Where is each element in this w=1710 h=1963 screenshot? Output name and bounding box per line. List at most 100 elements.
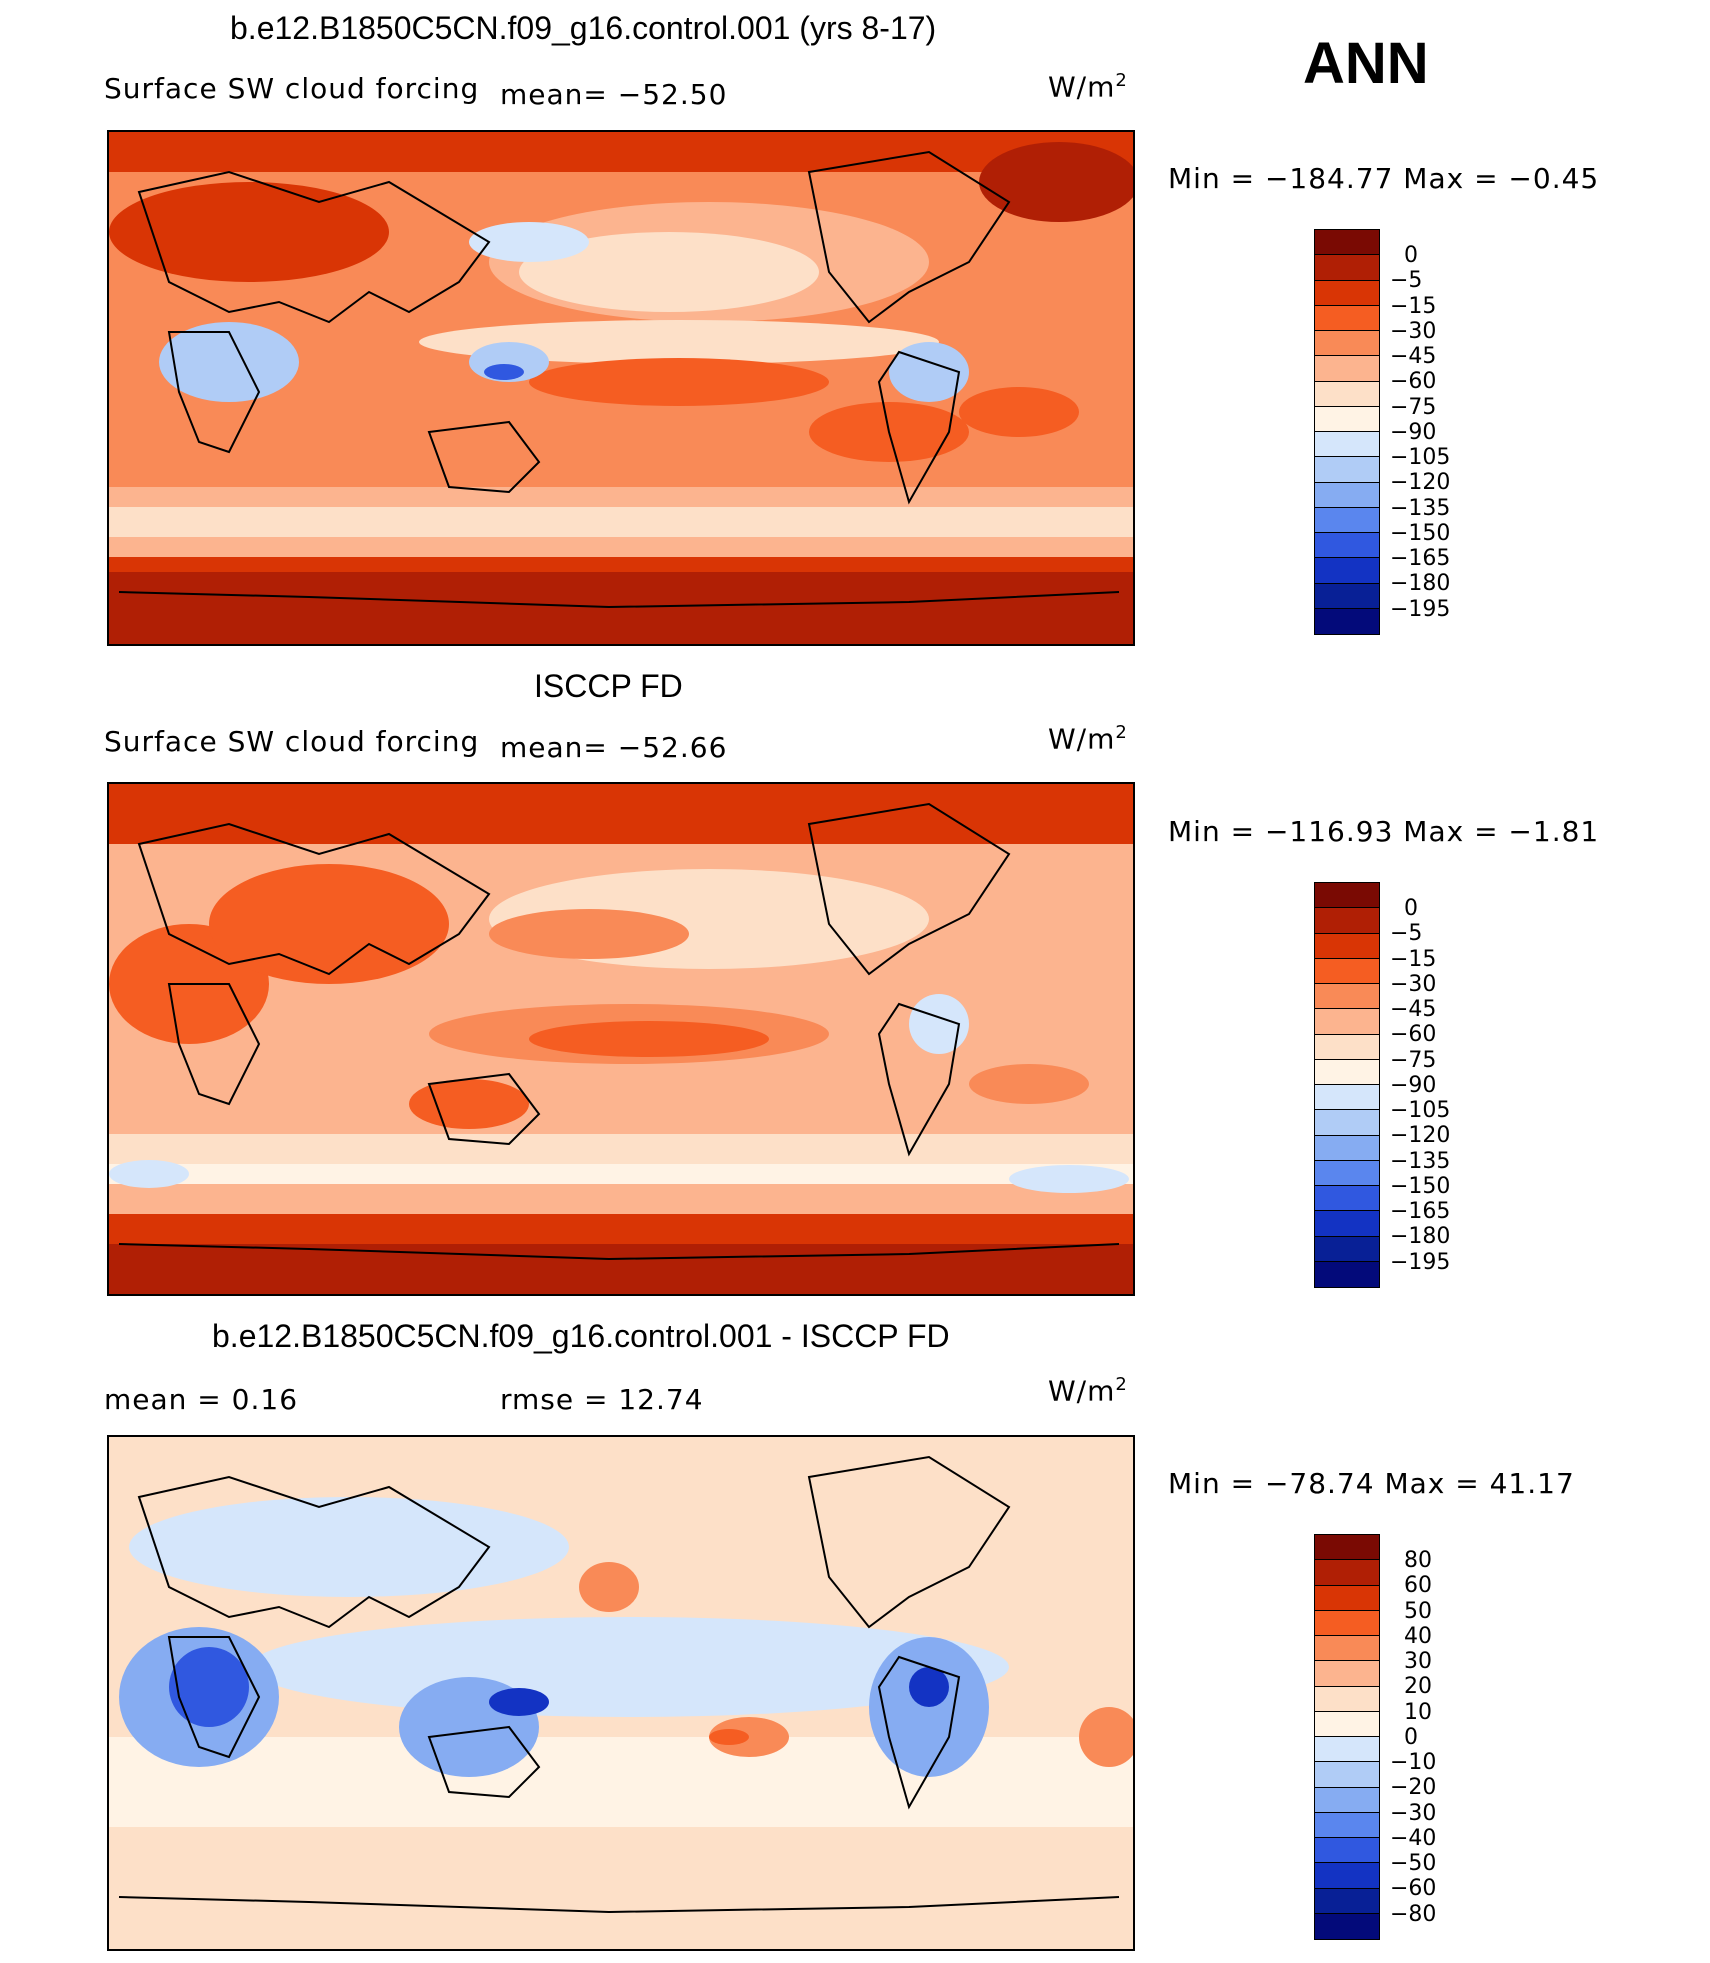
colorbar-tick-label: 10 (1404, 1699, 1432, 1725)
colorbar-tick-label: −120 (1390, 470, 1451, 496)
colorbar-tick-label: −5 (1390, 268, 1423, 294)
panel1-map-field (109, 132, 1133, 644)
colorbar-tick-label: 0 (1404, 896, 1418, 921)
colorbar-tick-label: −45 (1390, 997, 1437, 1022)
colorbar-tick-label: −30 (1390, 1800, 1437, 1826)
colorbar-tick-label: −75 (1390, 1047, 1437, 1073)
colorbar-swatch (1315, 1585, 1379, 1611)
colorbar-tick-label: 0 (1404, 1724, 1418, 1750)
season-label: ANN (1303, 31, 1429, 96)
colorbar-tick-label: −15 (1390, 293, 1437, 319)
colorbar-swatch (1315, 507, 1379, 533)
colorbar-tick-label: 40 (1404, 1623, 1432, 1649)
colorbar-tick-label: 20 (1404, 1674, 1432, 1700)
panel2-map (107, 782, 1135, 1296)
colorbar-tick-label: −150 (1390, 1173, 1451, 1199)
colorbar-swatch (1315, 984, 1379, 1010)
colorbar-tick-label: −60 (1390, 1876, 1437, 1902)
colorbar-swatch (1315, 1261, 1379, 1287)
panel3-colorbar (1314, 1534, 1380, 1940)
colorbar-tick-label: −90 (1390, 1072, 1437, 1098)
colorbar-swatch (1315, 1059, 1379, 1085)
colorbar-swatch (1315, 883, 1379, 909)
colorbar-swatch (1315, 255, 1379, 281)
colorbar-swatch (1315, 482, 1379, 508)
colorbar-swatch (1315, 1135, 1379, 1161)
colorbar-swatch (1315, 1211, 1379, 1237)
colorbar-swatch (1315, 1863, 1379, 1889)
colorbar-tick-label: −45 (1390, 344, 1437, 369)
colorbar-tick-label: −30 (1390, 971, 1437, 997)
colorbar-tick-label: −10 (1390, 1750, 1437, 1775)
colorbar-swatch (1315, 1236, 1379, 1262)
colorbar-swatch (1315, 1085, 1379, 1111)
colorbar-swatch (1315, 933, 1379, 959)
panel2-map-field (109, 784, 1133, 1294)
colorbar-swatch (1315, 305, 1379, 331)
colorbar-tick-label: −180 (1390, 571, 1451, 597)
panel2-units: W/m2 (1048, 722, 1128, 756)
colorbar-tick-label: −40 (1390, 1825, 1437, 1851)
colorbar-swatch (1315, 1888, 1379, 1914)
panel1-colorbar (1314, 229, 1380, 635)
colorbar-swatch (1315, 1034, 1379, 1060)
panel3-rmse: rmse = 12.74 (500, 1383, 704, 1416)
panel1-mean: mean= −52.50 (500, 78, 728, 111)
panel1-units: W/m2 (1048, 70, 1128, 104)
colorbar-tick-label: 60 (1404, 1573, 1432, 1599)
panel3-map-field (109, 1437, 1133, 1949)
colorbar-swatch (1315, 432, 1379, 458)
colorbar-swatch (1315, 1838, 1379, 1864)
colorbar-swatch (1315, 1737, 1379, 1763)
colorbar-swatch (1315, 280, 1379, 306)
colorbar-swatch (1315, 406, 1379, 432)
colorbar-swatch (1315, 1535, 1379, 1561)
colorbar-tick-label: 0 (1404, 243, 1418, 268)
colorbar-swatch (1315, 230, 1379, 256)
panel1-field-label: Surface SW cloud forcing (104, 72, 480, 105)
panel2-mean: mean= −52.66 (500, 731, 728, 764)
colorbar-tick-label: −90 (1390, 419, 1437, 445)
colorbar-swatch (1315, 1186, 1379, 1212)
colorbar-tick-label: −165 (1390, 1199, 1451, 1224)
colorbar-swatch (1315, 1686, 1379, 1712)
colorbar-swatch (1315, 1636, 1379, 1662)
colorbar-tick-label: −120 (1390, 1123, 1451, 1149)
colorbar-tick-label: −150 (1390, 520, 1451, 546)
colorbar-tick-label: −20 (1390, 1775, 1437, 1801)
panel2-field-label: Surface SW cloud forcing (104, 725, 480, 758)
colorbar-tick-label: 80 (1404, 1548, 1432, 1573)
panel1-title: b.e12.B1850C5CN.f09_g16.control.001 (yrs… (230, 10, 937, 46)
colorbar-tick-label: −135 (1390, 495, 1451, 521)
panel1-minmax: Min = −184.77 Max = −0.45 (1168, 162, 1600, 195)
colorbar-swatch (1315, 1610, 1379, 1636)
colorbar-tick-label: −80 (1390, 1901, 1437, 1927)
colorbar-tick-label: −195 (1390, 596, 1451, 622)
colorbar-tick-label: −50 (1390, 1851, 1437, 1876)
colorbar-tick-label: −105 (1390, 445, 1451, 470)
colorbar-tick-label: −15 (1390, 946, 1437, 972)
colorbar-swatch (1315, 381, 1379, 407)
colorbar-swatch (1315, 908, 1379, 934)
colorbar-tick-label: −60 (1390, 369, 1437, 395)
colorbar-swatch (1315, 1661, 1379, 1687)
colorbar-tick-label: −5 (1390, 921, 1423, 947)
colorbar-swatch (1315, 1812, 1379, 1838)
colorbar-swatch (1315, 1913, 1379, 1939)
colorbar-swatch (1315, 1762, 1379, 1788)
colorbar-swatch (1315, 457, 1379, 483)
colorbar-tick-label: −105 (1390, 1098, 1451, 1123)
colorbar-swatch (1315, 583, 1379, 609)
colorbar-tick-label: −60 (1390, 1022, 1437, 1048)
colorbar-tick-label: −30 (1390, 318, 1437, 344)
colorbar-tick-label: −165 (1390, 546, 1451, 571)
colorbar-swatch (1315, 608, 1379, 634)
colorbar-tick-label: −75 (1390, 394, 1437, 420)
colorbar-swatch (1315, 1787, 1379, 1813)
panel2-title: ISCCP FD (534, 668, 683, 704)
panel1-map (107, 130, 1135, 646)
panel3-map (107, 1435, 1135, 1951)
colorbar-swatch (1315, 1711, 1379, 1737)
colorbar-swatch (1315, 1110, 1379, 1136)
colorbar-swatch (1315, 1160, 1379, 1186)
